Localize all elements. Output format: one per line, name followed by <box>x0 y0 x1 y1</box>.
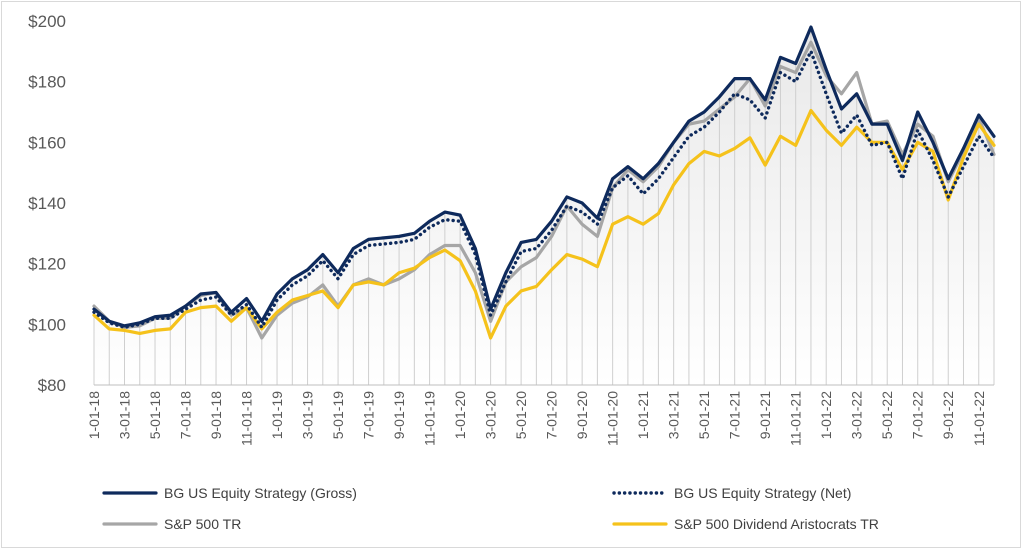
y-tick-label: $200 <box>28 12 66 31</box>
x-tick-label: 3-01-21 <box>666 391 682 439</box>
x-tick-label: 11-01-22 <box>971 391 987 446</box>
y-axis: $80 $100 $120 $140 $160 $180 $200 <box>28 12 66 395</box>
legend-label: BG US Equity Strategy (Net) <box>674 485 851 501</box>
y-tick-label: $120 <box>28 255 66 274</box>
x-tick-label: 3-01-18 <box>117 391 133 439</box>
x-tick-label: 11-01-19 <box>422 391 438 446</box>
x-tick-label: 7-01-21 <box>727 391 743 439</box>
x-tick-label: 7-01-18 <box>178 391 194 439</box>
x-tick-label: 3-01-22 <box>849 391 865 439</box>
shaded-area <box>94 27 994 385</box>
series-line-3 <box>92 108 996 340</box>
y-tick-label: $100 <box>28 315 66 334</box>
x-tick-label: 5-01-19 <box>330 391 346 439</box>
x-tick-label: 1-01-19 <box>269 391 285 439</box>
x-tick-label: 9-01-18 <box>208 391 224 439</box>
x-tick-label: 11-01-21 <box>788 391 804 446</box>
legend: BG US Equity Strategy (Gross) BG US Equit… <box>102 485 879 532</box>
x-tick-label: 3-01-19 <box>300 391 316 439</box>
x-tick-label: 7-01-22 <box>910 391 926 439</box>
legend-label: S&P 500 Dividend Aristocrats TR <box>674 516 879 532</box>
x-tick-label: 9-01-22 <box>940 391 956 439</box>
legend-label: S&P 500 TR <box>164 516 241 532</box>
legend-label: BG US Equity Strategy (Gross) <box>164 485 357 501</box>
x-tick-label: 5-01-21 <box>696 391 712 439</box>
x-tick-label: 11-01-18 <box>239 391 255 446</box>
x-tick-label: 9-01-21 <box>757 391 773 439</box>
x-tick-label: 11-01-20 <box>605 391 621 446</box>
x-tick-label: 7-01-20 <box>544 391 560 439</box>
x-tick-label: 1-01-22 <box>818 391 834 439</box>
x-tick-label: 3-01-20 <box>483 391 499 439</box>
plot-area <box>94 27 994 385</box>
x-tick-label: 9-01-19 <box>391 391 407 439</box>
y-tick-label: $80 <box>38 376 66 395</box>
series-line-0 <box>92 25 996 328</box>
x-tick-label: 7-01-19 <box>361 391 377 439</box>
x-axis: 1-01-18 3-01-18 5-01-18 7-01-18 9-01-18 11-01… <box>86 384 994 446</box>
series-line-1 <box>92 49 996 330</box>
x-tick-label: 5-01-22 <box>879 391 895 439</box>
x-tick-label: 5-01-18 <box>147 391 163 439</box>
y-tick-label: $140 <box>28 194 66 213</box>
x-tick-label: 1-01-18 <box>86 391 102 439</box>
x-tick-label: 5-01-20 <box>513 391 529 439</box>
x-tick-label: 9-01-20 <box>574 391 590 439</box>
y-tick-label: $180 <box>28 73 66 92</box>
x-tick-label: 1-01-21 <box>635 391 651 439</box>
x-tick-label: 1-01-20 <box>452 391 468 439</box>
y-tick-label: $160 <box>28 133 66 152</box>
series-lines <box>92 25 996 340</box>
